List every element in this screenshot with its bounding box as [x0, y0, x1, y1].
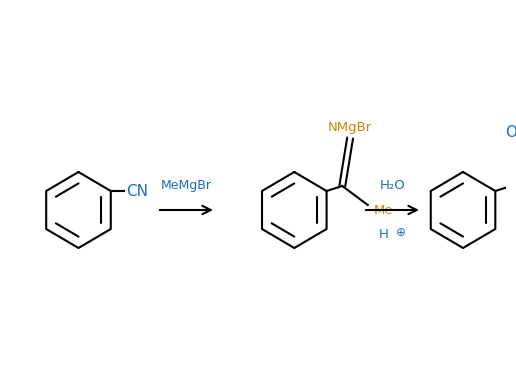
Text: CN: CN	[126, 184, 149, 199]
Text: H: H	[379, 228, 394, 241]
Text: MeMgBr: MeMgBr	[161, 179, 212, 192]
Text: O: O	[505, 125, 516, 140]
Text: Me: Me	[374, 203, 393, 217]
Text: NMgBr: NMgBr	[328, 121, 372, 134]
Text: ⊕: ⊕	[396, 226, 406, 239]
Text: H₂O: H₂O	[380, 179, 405, 192]
